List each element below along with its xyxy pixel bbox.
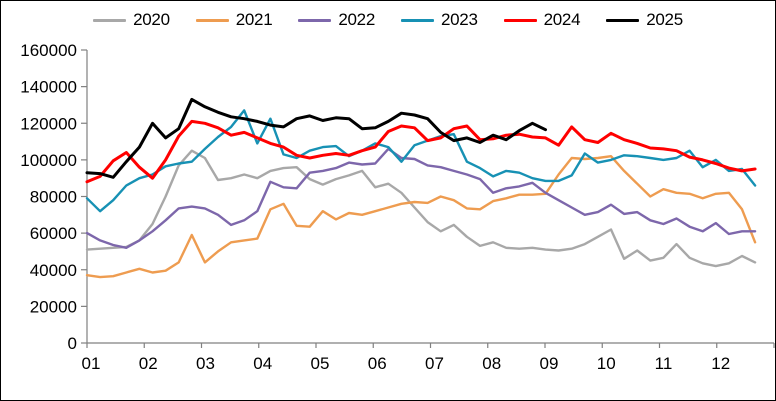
y-tick-label: 140000 (20, 78, 77, 97)
x-tick-label-07: 07 (425, 354, 444, 373)
y-tick-label: 60000 (30, 224, 77, 243)
legend-swatch-2021 (195, 18, 229, 22)
x-tick-label-09: 09 (540, 354, 559, 373)
series-line-2021 (85, 154, 757, 279)
legend-swatch-2024 (503, 18, 537, 22)
x-tick-label-10: 10 (597, 354, 616, 373)
y-tick-label: 20000 (30, 297, 77, 316)
y-tick-label: 40000 (30, 261, 77, 280)
x-tick-label-08: 08 (482, 354, 501, 373)
legend-label: 2025 (646, 10, 683, 29)
y-tick-label: 100000 (20, 151, 77, 170)
legend-label: 2022 (338, 10, 375, 29)
series-line-2025 (85, 97, 547, 179)
legend-swatch-2025 (606, 18, 640, 22)
x-tick-label-12: 12 (711, 354, 730, 373)
legend-swatch-2023 (401, 18, 434, 22)
x-tick-label-05: 05 (311, 354, 330, 373)
series-line-2022 (85, 147, 757, 250)
legend-item-2020: 2020 (93, 10, 170, 30)
legend-swatch-2020 (93, 18, 127, 22)
legend-swatch-2022 (298, 18, 332, 22)
legend-item-2025: 2025 (606, 10, 683, 30)
legend-item-2021: 2021 (195, 10, 273, 30)
series-line-2024 (85, 119, 757, 184)
chart-legend: 2020 2021 2022 2023 2024 2025 (1, 9, 775, 31)
legend-label: 2023 (441, 10, 478, 29)
legend-item-2022: 2022 (298, 10, 375, 30)
legend-label: 2024 (543, 10, 581, 29)
y-tick-label: 80000 (30, 188, 77, 207)
x-tick-label-11: 11 (655, 354, 673, 373)
x-tick-label-03: 03 (196, 354, 215, 373)
x-tick-label-02: 02 (139, 354, 158, 373)
legend-label: 2020 (133, 10, 170, 29)
y-tick-label: 160000 (20, 41, 77, 60)
y-tick-label: 0 (68, 334, 77, 353)
y-tick-label: 120000 (20, 114, 77, 133)
legend-label: 2021 (235, 10, 273, 29)
series-line-2023 (85, 109, 757, 213)
legend-item-2023: 2023 (401, 10, 478, 30)
x-tick-label-01: 01 (82, 354, 101, 373)
legend-item-2024: 2024 (503, 10, 581, 30)
x-tick-label-06: 06 (368, 354, 387, 373)
x-tick-label-04: 04 (253, 354, 272, 373)
